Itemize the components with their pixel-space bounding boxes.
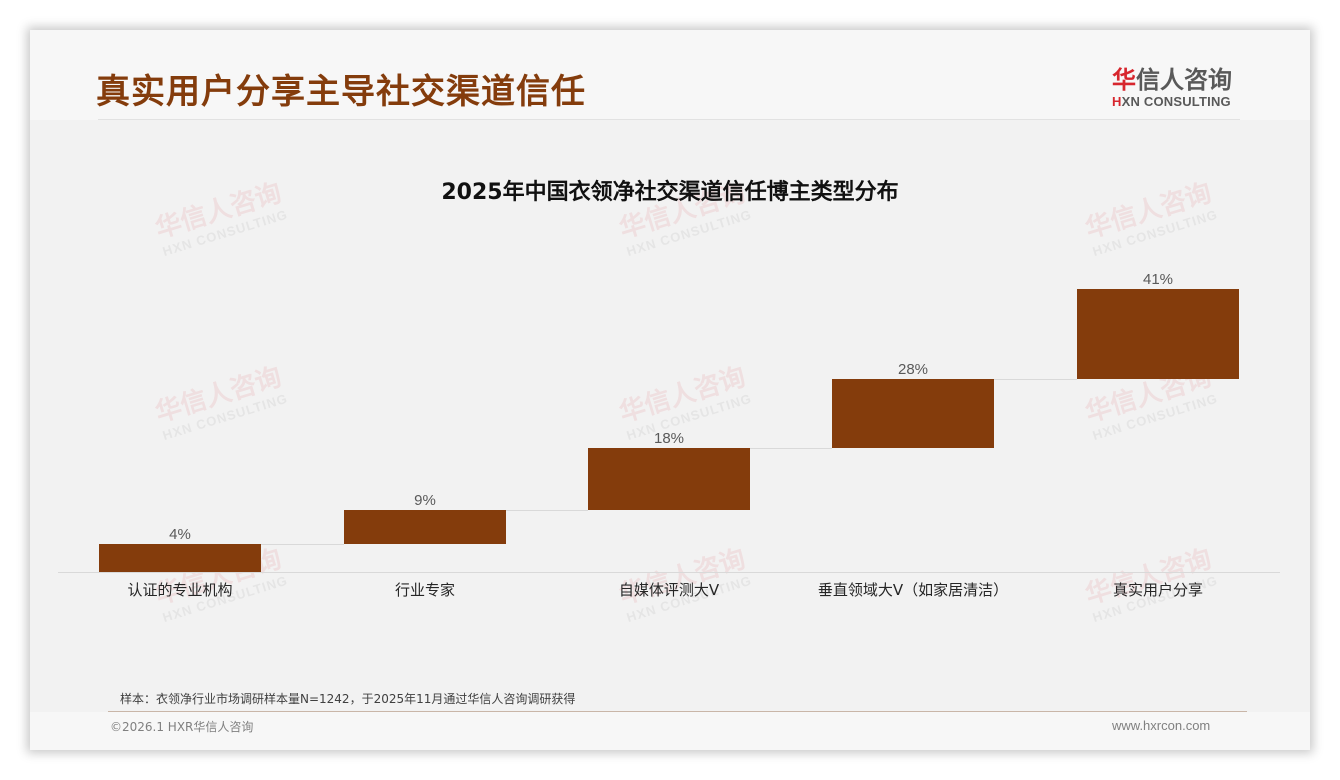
footer-divider <box>108 711 1247 712</box>
bar-value-label: 28% <box>897 360 929 378</box>
bar <box>99 544 261 572</box>
chart-title: 2025年中国衣领净社交渠道信任博主类型分布 <box>441 180 899 205</box>
x-axis-line <box>58 572 1280 573</box>
bar <box>1077 289 1239 379</box>
logo-en-text: HXN CONSULTING <box>1112 94 1231 109</box>
connector-line <box>750 447 832 449</box>
bar-value-label: 9% <box>414 491 436 509</box>
category-label: 行业专家 <box>394 581 455 599</box>
connector-line <box>261 544 344 546</box>
website-link[interactable]: www.hxrcon.com <box>1112 718 1211 733</box>
category-label: 认证的专业机构 <box>127 581 233 599</box>
bar <box>832 378 994 448</box>
sample-note: 样本：衣领净行业市场调研样本量N=1242，于2025年11月通过华信人咨询调研… <box>120 692 576 706</box>
bar-value-label: 41% <box>1142 271 1174 288</box>
bar-value-label: 4% <box>169 526 191 544</box>
copyright-text: ©2026.1 HXR华信人咨询 <box>110 720 254 734</box>
category-label: 自媒体评测大V <box>618 581 720 599</box>
page-title: 真实用户分享主导社交渠道信任 <box>96 72 586 112</box>
chart-background-band <box>30 120 1310 712</box>
category-label: 真实用户分享 <box>1112 581 1203 599</box>
title-divider <box>98 119 1240 120</box>
bar-value-label: 18% <box>653 429 685 447</box>
slide: 真实用户分享主导社交渠道信任 华信人咨询 HXN CONSULTING 华信人咨… <box>30 30 1310 750</box>
logo-cn-text: 华信人咨询 <box>1112 66 1232 94</box>
connector-line <box>506 509 588 511</box>
category-label: 垂直领域大V（如家居清洁） <box>817 581 1009 599</box>
bar <box>344 509 506 545</box>
company-logo: 华信人咨询 HXN CONSULTING <box>1112 66 1244 110</box>
connector-line <box>994 378 1077 380</box>
bar <box>588 447 750 510</box>
